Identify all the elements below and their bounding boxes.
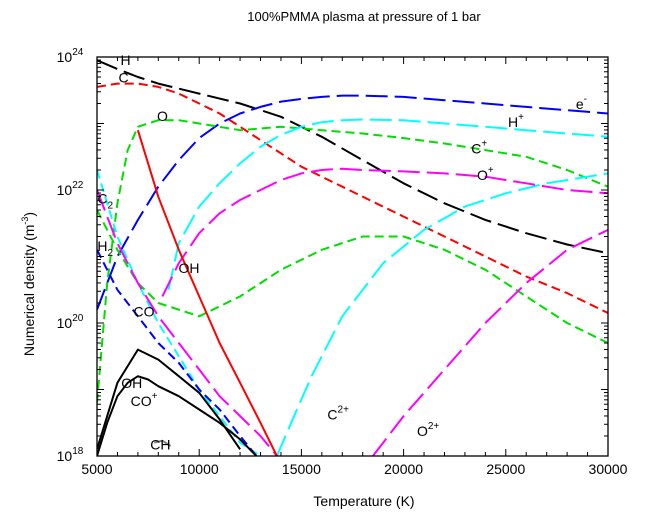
x-tick-label: 25000: [486, 461, 525, 477]
plot-frame: [96, 56, 609, 457]
y-axis-label-sup: -3: [20, 217, 30, 225]
series-line-6: [167, 118, 608, 291]
y-tick-label: 1020: [57, 313, 84, 331]
series-line-3: [97, 119, 608, 403]
series-line-5: [97, 169, 262, 456]
curve-label: C2+: [327, 404, 349, 422]
curve-label: CO: [134, 303, 155, 319]
series-line-11: [136, 129, 278, 456]
curve-label: O+: [477, 165, 494, 183]
curve-label: C2: [97, 190, 113, 211]
curve-label: OH: [178, 260, 199, 276]
curve-label: H+: [508, 112, 524, 130]
x-tick-label: 15000: [282, 461, 321, 477]
series-line-2: [97, 94, 608, 311]
chart-title: 100%PMMA plasma at pressure of 1 bar: [247, 9, 481, 24]
series-line-9: [161, 167, 608, 297]
x-tick-label: 20000: [384, 461, 423, 477]
series-line-8: [97, 189, 278, 456]
series-line-12: [97, 249, 258, 456]
curve-label: H: [121, 52, 131, 68]
x-tick-label: 5000: [81, 461, 112, 477]
curve-label: O: [157, 108, 168, 124]
series-line-10: [372, 229, 608, 456]
series-layer: [97, 59, 608, 456]
curve-label: e-: [576, 94, 587, 112]
y-tick-label: 1024: [57, 47, 84, 65]
series-line-4: [97, 209, 608, 344]
curve-label: C: [119, 69, 129, 85]
y-tick-label: 1018: [57, 446, 84, 464]
curve-label: OH: [121, 375, 142, 391]
curve-label: CO+: [131, 391, 158, 409]
series-line-14: [97, 348, 241, 450]
curve-label: C+: [471, 138, 487, 156]
curve-label: H2: [97, 238, 113, 259]
series-line-15: [153, 439, 172, 447]
series-line-1: [97, 82, 608, 314]
series-line-7: [275, 172, 608, 456]
x-tick-label: 30000: [589, 461, 628, 477]
x-axis-label: Temperature (K): [313, 493, 414, 509]
x-tick-label: 10000: [180, 461, 219, 477]
y-axis-label-main: Numerical density (m: [21, 225, 37, 356]
curve-label: O2+: [417, 421, 439, 439]
series-line-0: [97, 59, 608, 255]
curve-label: CH: [150, 436, 170, 452]
y-axis-label: Numerical density (m-3): [20, 212, 37, 356]
y-tick-label: 1022: [57, 180, 84, 198]
y-axis-label-close: ): [21, 212, 37, 217]
